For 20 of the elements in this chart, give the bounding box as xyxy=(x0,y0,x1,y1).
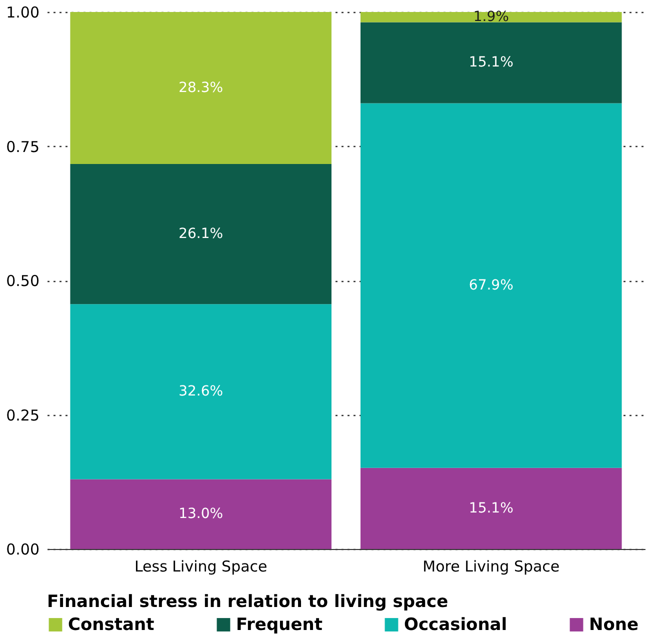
data-label: 15.1% xyxy=(468,500,514,516)
data-label: 28.3% xyxy=(178,80,224,96)
x-tick-label: Less Living Space xyxy=(134,558,268,576)
y-tick-label: 0.25 xyxy=(6,406,40,424)
data-label: 32.6% xyxy=(178,384,224,400)
legend-label: Occasional xyxy=(404,614,508,635)
y-tick-label: 0.50 xyxy=(6,272,40,290)
y-tick-label: 0.00 xyxy=(6,540,40,558)
data-label: 1.9% xyxy=(473,9,509,26)
legend-title: Financial stress in relation to living space xyxy=(47,592,448,612)
legend-label: None xyxy=(589,614,639,635)
data-label: 67.9% xyxy=(468,278,514,294)
y-tick-label: 0.75 xyxy=(6,138,40,156)
data-label: 26.1% xyxy=(178,226,224,242)
legend-label: Frequent xyxy=(236,614,322,635)
data-label: 15.1% xyxy=(468,54,514,71)
legend-label: Constant xyxy=(68,614,154,635)
data-label: 13.0% xyxy=(178,506,224,522)
y-tick-label: 1.00 xyxy=(6,4,40,22)
x-tick-label: More Living Space xyxy=(422,558,560,576)
